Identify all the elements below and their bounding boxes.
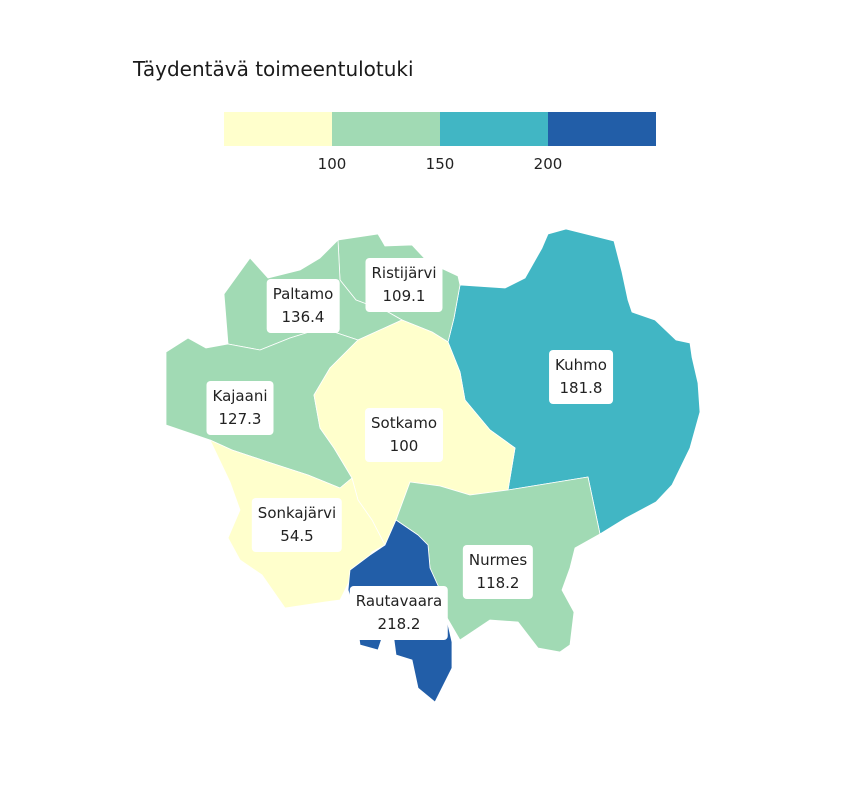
label-name: Nurmes [468,551,528,569]
label-name: Kajaani [212,387,268,405]
label-value: 100 [389,437,419,455]
label-name: Ristijärvi [371,264,437,282]
label-sotkamo: Sotkamo 100 [365,408,443,462]
label-name: Sotkamo [371,414,437,432]
legend-tick-100: 100 [317,155,347,173]
map-title: Täydentävä toimeentulotuki [133,57,414,81]
label-name: Paltamo [272,285,334,303]
legend-swatch-3 [440,112,548,146]
legend-tick-200: 200 [533,155,563,173]
legend-swatch-2 [332,112,440,146]
label-name: Sonkajärvi [257,504,337,522]
label-name: Rautavaara [355,592,443,610]
label-paltamo: Paltamo 136.4 [266,279,340,333]
legend-swatch-4 [548,112,656,146]
legend-swatch-1 [224,112,332,146]
label-ristijarvi: Ristijärvi 109.1 [365,258,443,312]
label-value: 109.1 [382,287,426,305]
label-rautavaara: Rautavaara 218.2 [349,586,449,640]
label-value: 127.3 [218,410,262,428]
label-value: 218.2 [377,615,421,633]
label-value: 136.4 [281,308,325,326]
label-value: 118.2 [476,574,520,592]
legend-tick-150: 150 [425,155,455,173]
label-name: Kuhmo [555,356,607,374]
label-value: 181.8 [559,379,603,397]
label-value: 54.5 [280,527,314,545]
label-nurmes: Nurmes 118.2 [462,545,534,599]
color-legend [224,112,656,146]
label-kajaani: Kajaani 127.3 [206,381,274,435]
label-kuhmo: Kuhmo 181.8 [549,350,613,404]
label-sonkajarvi: Sonkajärvi 54.5 [251,498,343,552]
